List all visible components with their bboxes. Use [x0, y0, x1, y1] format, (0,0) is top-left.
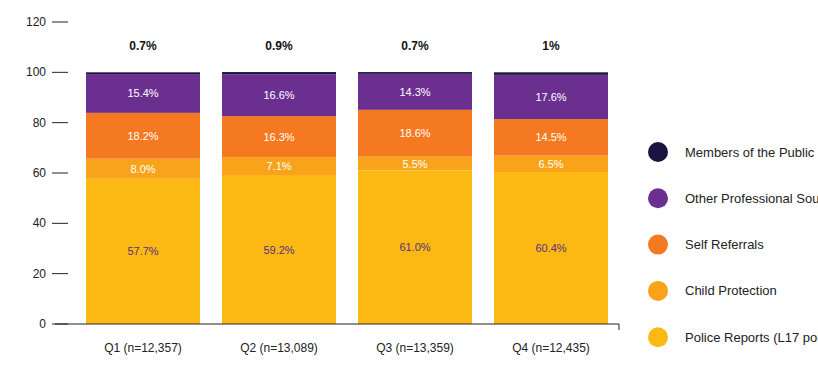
- y-tick-label: 120: [26, 15, 46, 29]
- data-label: 0.7%: [129, 39, 157, 53]
- data-label: 17.6%: [535, 91, 566, 103]
- bar-segment: [86, 179, 200, 324]
- bar-segment: [86, 74, 200, 113]
- y-tick: [52, 223, 68, 224]
- y-tick: [52, 173, 68, 174]
- data-label: 61.0%: [399, 241, 430, 253]
- y-tick-label: 20: [33, 267, 47, 281]
- y-tick-label: 40: [33, 216, 47, 230]
- legend-label: Self Referrals: [685, 237, 764, 252]
- bar-segment: [494, 72, 608, 75]
- bar-segment: [222, 175, 336, 324]
- y-tick: [52, 273, 68, 274]
- data-labels: 57.7% 8.0% 18.2% 15.4% 0.7% 59.2% 7.1% 16.3% 16.…: [127, 39, 566, 257]
- data-label: 18.6%: [399, 127, 430, 139]
- bar-segment: [222, 72, 336, 74]
- data-label: 15.4%: [127, 87, 158, 99]
- y-tick: [52, 22, 68, 23]
- bar-segment: [222, 157, 336, 175]
- bar-segment: [494, 172, 608, 324]
- bar-segment: [358, 110, 472, 157]
- y-tick-label: 80: [33, 116, 47, 130]
- y-tick-label: 60: [33, 166, 47, 180]
- legend-label: Members of the Public: [685, 145, 815, 160]
- y-tick: [52, 122, 68, 123]
- x-axis-line: [55, 324, 619, 325]
- y-tick-label: 100: [26, 65, 46, 79]
- data-label: 16.3%: [263, 131, 294, 143]
- data-label: 16.6%: [263, 89, 294, 101]
- bar-segment: [222, 74, 336, 116]
- bar-segment: [86, 113, 200, 159]
- data-label: 60.4%: [535, 242, 566, 254]
- y-tick-label: 0: [39, 317, 46, 331]
- legend: Members of the Public Other Professional …: [648, 142, 818, 347]
- bar-segment: [494, 75, 608, 119]
- data-label: 1%: [542, 39, 560, 53]
- bar-segment: [358, 74, 472, 110]
- x-axis-end-tick: [619, 324, 620, 330]
- data-label: 7.1%: [266, 160, 291, 172]
- chart: 0 20 40 60 80 100 120 57.7% 8.0% 18.2% 15.4% 0.7% 59…: [0, 0, 818, 366]
- y-tick: [52, 72, 68, 73]
- bar-segment: [86, 72, 200, 74]
- legend-swatch: [648, 235, 668, 255]
- bar-segment: [358, 72, 472, 74]
- data-label: 8.0%: [130, 163, 155, 175]
- bar-segment: [222, 116, 336, 157]
- legend-swatch: [648, 327, 668, 347]
- data-label: 0.9%: [265, 39, 293, 53]
- x-tick-label: Q2 (n=13,089): [240, 341, 318, 355]
- y-axis: 0 20 40 60 80 100 120: [26, 15, 68, 331]
- bars: [86, 72, 608, 324]
- legend-label: Child Protection: [685, 283, 777, 298]
- legend-swatch: [648, 188, 668, 208]
- data-label: 14.5%: [535, 131, 566, 143]
- bar-segment: [494, 156, 608, 172]
- data-label: 6.5%: [538, 158, 563, 170]
- data-label: 59.2%: [263, 244, 294, 256]
- legend-label: Other Professional Sources: [685, 191, 818, 206]
- legend-swatch: [648, 142, 668, 162]
- legend-label: Police Reports (L17 portal): [685, 330, 818, 345]
- data-label: 5.5%: [402, 158, 427, 170]
- legend-swatch: [648, 281, 668, 301]
- bar-segment: [494, 119, 608, 155]
- x-tick-label: Q1 (n=12,357): [104, 341, 182, 355]
- bar-segment: [358, 170, 472, 324]
- data-label: 18.2%: [127, 130, 158, 142]
- bar-segment: [86, 159, 200, 179]
- data-label: 57.7%: [127, 245, 158, 257]
- data-label: 14.3%: [399, 86, 430, 98]
- x-tick-label: Q4 (n=12,435): [512, 341, 590, 355]
- bar-segment: [358, 157, 472, 171]
- x-tick-label: Q3 (n=13,359): [376, 341, 454, 355]
- data-label: 0.7%: [401, 39, 429, 53]
